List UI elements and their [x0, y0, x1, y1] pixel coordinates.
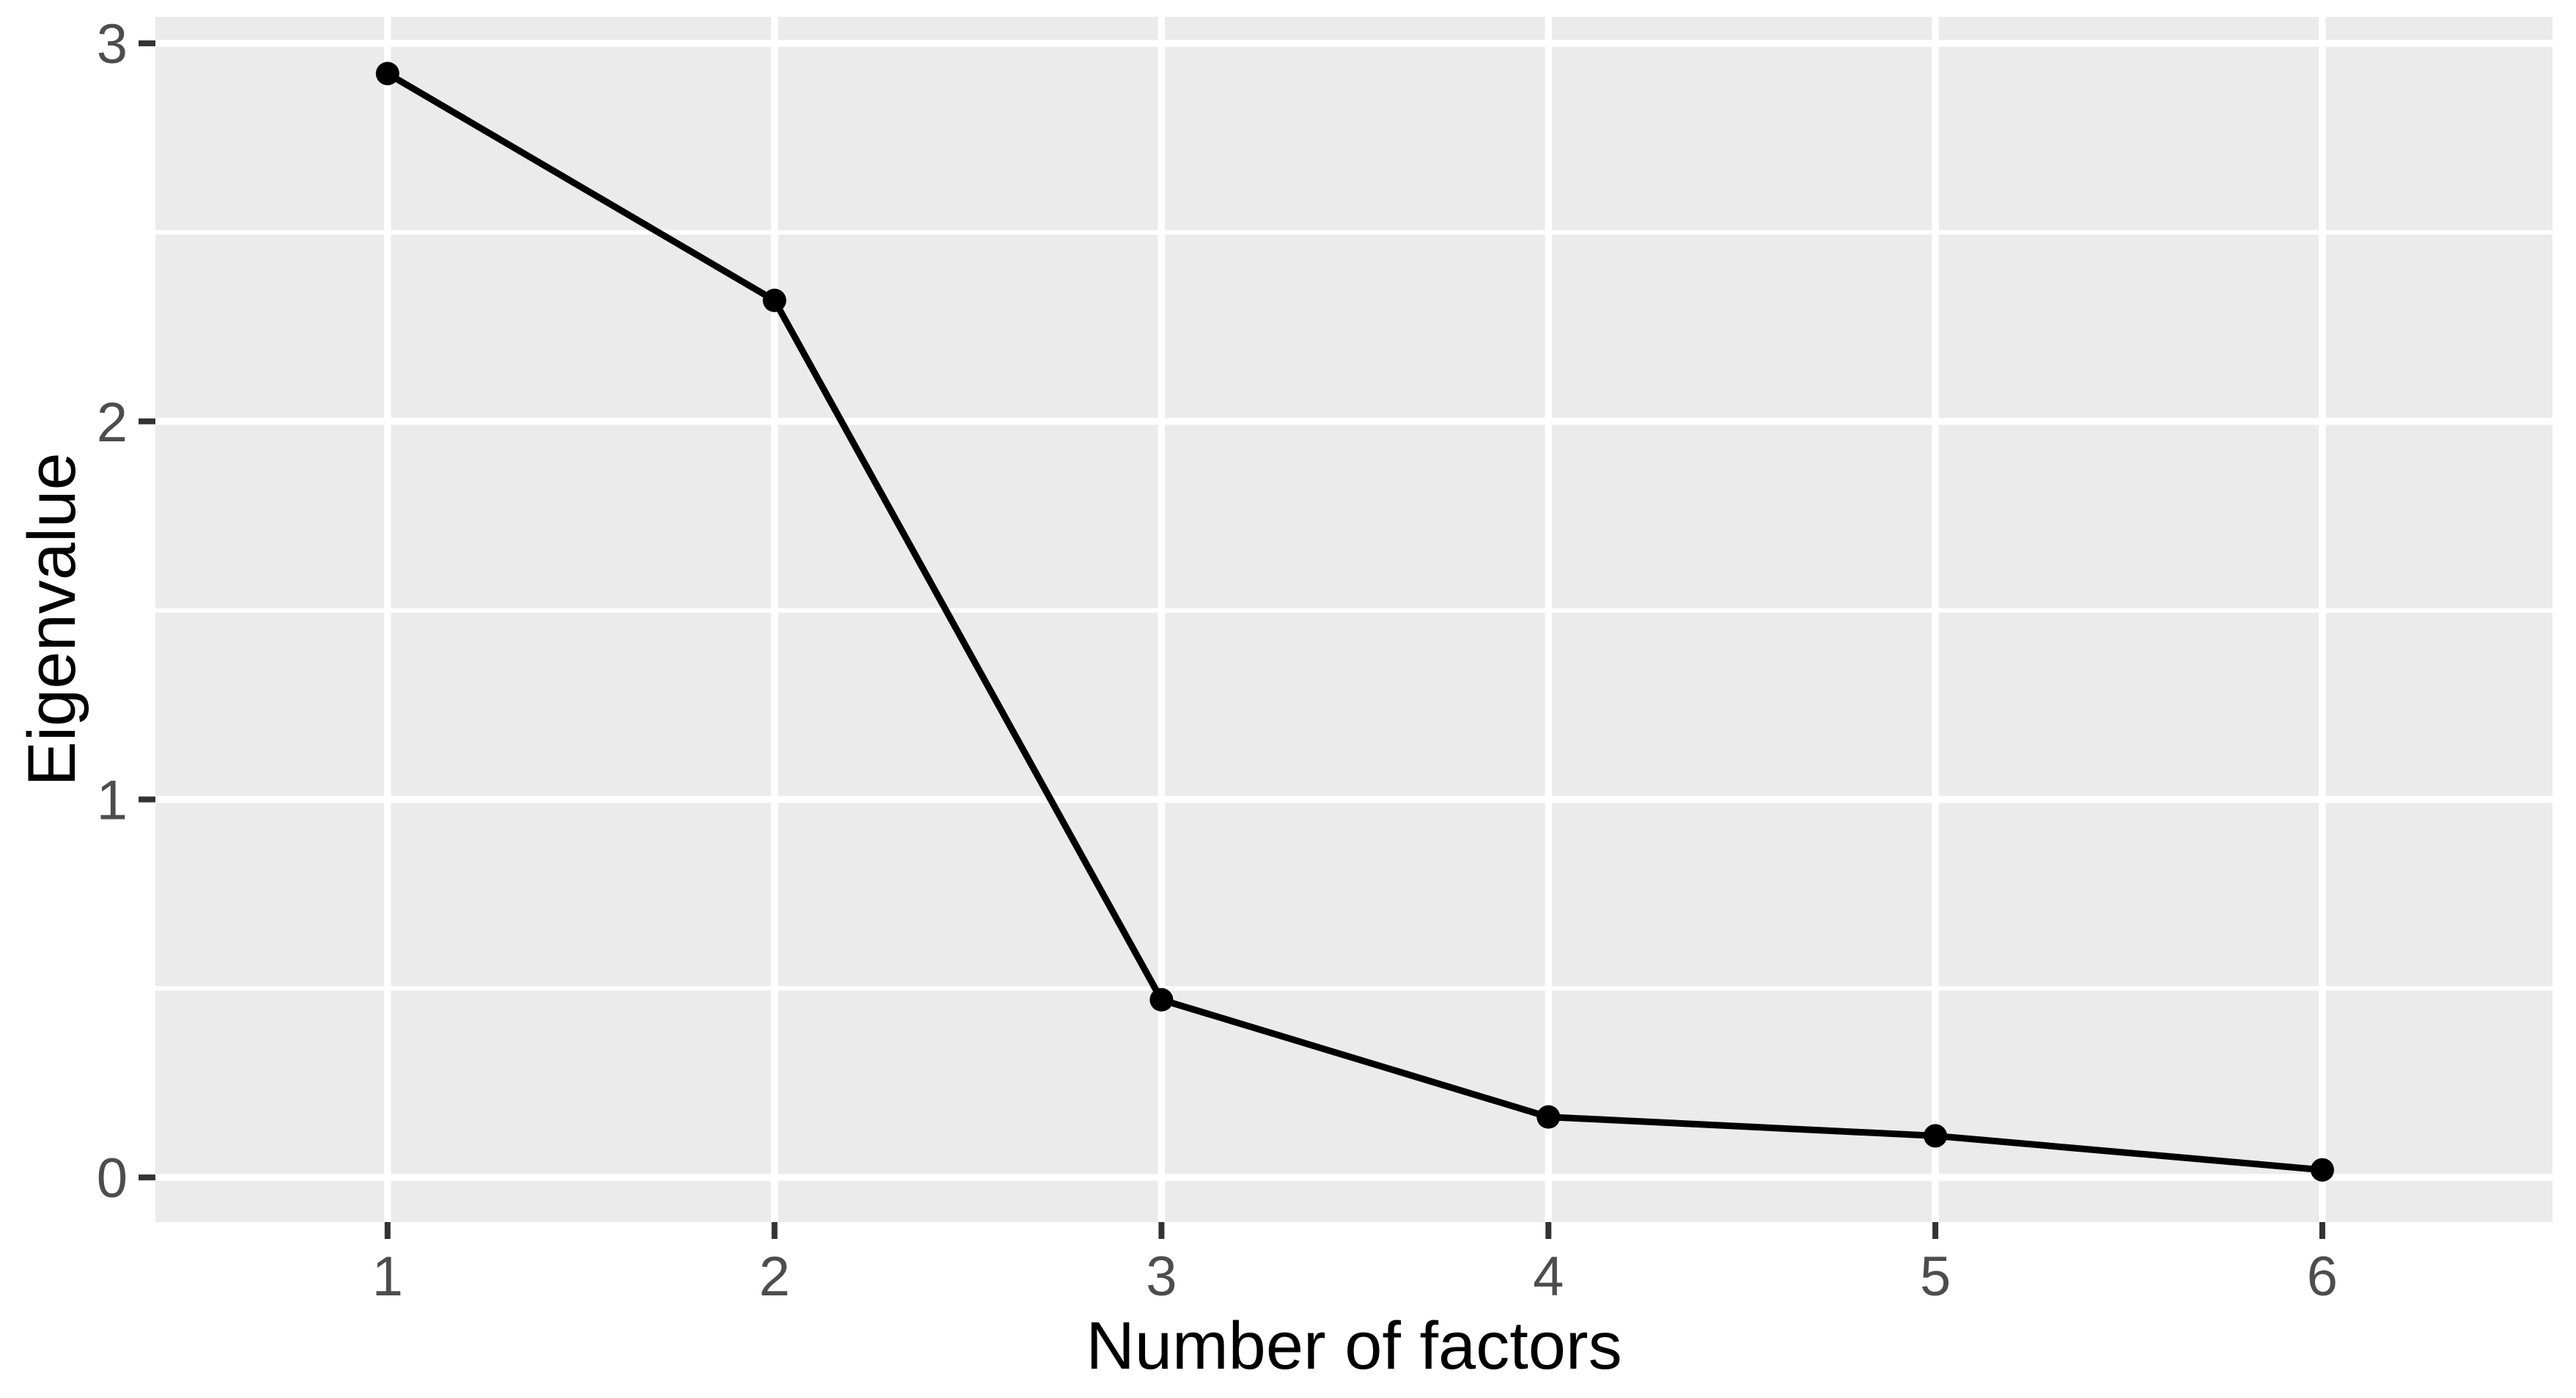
- y-tick-label: 0: [97, 1147, 128, 1210]
- y-tick-label: 1: [97, 769, 128, 831]
- data-point: [1149, 987, 1174, 1012]
- y-tick-label: 2: [97, 391, 128, 454]
- x-axis-title: Number of factors: [1086, 1309, 1622, 1383]
- x-tick-label: 2: [759, 1246, 790, 1308]
- x-tick-label: 3: [1146, 1246, 1177, 1308]
- y-tick-label: 3: [97, 13, 128, 76]
- x-tick-label: 5: [1920, 1246, 1951, 1308]
- x-tick-label: 6: [2307, 1246, 2338, 1308]
- x-tick-label: 4: [1533, 1246, 1564, 1308]
- data-line: [386, 70, 2323, 1174]
- data-point: [762, 288, 787, 312]
- data-point: [375, 62, 400, 86]
- data-point: [1924, 1124, 1948, 1148]
- data-point: [2310, 1158, 2334, 1182]
- y-axis-title: Eigenvalue: [15, 452, 89, 787]
- panel-background: [155, 17, 2553, 1222]
- data-point: [1537, 1105, 1561, 1129]
- x-tick-label: 1: [372, 1246, 403, 1308]
